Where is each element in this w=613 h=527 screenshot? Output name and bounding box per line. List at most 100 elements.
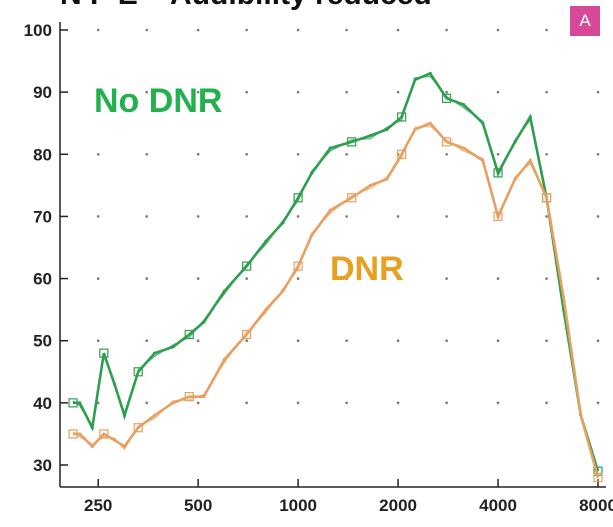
data-point (242, 261, 252, 271)
grid-dot (296, 277, 300, 280)
grid-dot (296, 90, 300, 94)
data-point (397, 149, 407, 159)
x-tick-label: 250 (84, 496, 112, 515)
grid-dot (596, 90, 600, 94)
data-point (122, 444, 127, 448)
grid-dot (345, 90, 348, 94)
x-tick-label: 4000 (479, 496, 517, 515)
y-tick-label: 80 (33, 145, 52, 164)
grid-dot (296, 152, 300, 156)
grid-dot (596, 339, 600, 343)
series-line (73, 121, 600, 478)
data-point (153, 413, 157, 417)
data-point (513, 140, 517, 144)
data-point (413, 78, 417, 82)
grid-dot (196, 28, 200, 32)
grid-dot (345, 339, 348, 343)
grid-dot (396, 401, 400, 405)
grid-dot (545, 215, 548, 218)
data-point (385, 177, 389, 181)
grid-dot (96, 28, 100, 32)
y-axis-ticks: 30 40 50 60 70 80 90 100 (24, 21, 68, 475)
data-point (281, 289, 285, 293)
grid-dot (545, 277, 548, 280)
data-point (112, 438, 117, 442)
grid-dot (145, 90, 149, 94)
data-point (133, 367, 143, 377)
series-line (73, 71, 600, 472)
data-point (541, 193, 552, 203)
grid-dot (245, 401, 248, 405)
data-point (281, 221, 285, 225)
grid-dot (296, 215, 300, 218)
grid-dot (496, 401, 500, 405)
grid-dot (245, 152, 248, 156)
data-point (293, 261, 303, 271)
data-point (99, 429, 109, 439)
grid-dot (496, 277, 500, 280)
y-tick-label: 100 (24, 21, 52, 40)
data-point (78, 401, 82, 405)
grid-dot (445, 215, 448, 218)
data-point (202, 320, 206, 324)
grid-dot (345, 152, 348, 156)
grid-dot (445, 277, 448, 280)
x-tick-label: 500 (184, 496, 212, 515)
grid-dot (496, 28, 500, 32)
grid-dot (596, 277, 600, 280)
grid-dot (596, 401, 600, 405)
data-point (122, 413, 127, 417)
data-point (368, 183, 372, 187)
grid-dot (196, 339, 200, 343)
data-point (222, 289, 227, 293)
grid-dot (596, 215, 600, 218)
grid-dot (145, 152, 149, 156)
y-tick-label: 40 (33, 394, 52, 413)
data-point (593, 472, 603, 483)
data-point (481, 158, 485, 163)
grid-dot (445, 152, 448, 156)
data-point (264, 239, 268, 243)
grid-dot (145, 28, 149, 32)
grid-dot (196, 401, 200, 405)
data-point (328, 208, 332, 212)
data-point (528, 115, 532, 119)
grid-dot (445, 401, 448, 405)
grid-dot (596, 152, 600, 156)
data-point (413, 127, 417, 132)
grid-dot (96, 339, 100, 343)
grid-dot (245, 215, 248, 218)
series-line-secondary (72, 125, 599, 481)
panel-badge: A (570, 6, 600, 36)
y-tick-label: 70 (33, 207, 52, 226)
data-point (78, 432, 82, 436)
grid-dot (245, 339, 248, 343)
x-axis-ticks: 250 500 1000 2000 4000 8000 (84, 479, 613, 515)
data-point (347, 137, 357, 147)
data-point (90, 444, 94, 448)
data-point (528, 158, 532, 163)
data-point (481, 121, 485, 125)
data-point (561, 295, 566, 299)
grid-dot (145, 277, 149, 280)
data-point (579, 413, 583, 417)
data-point (493, 168, 503, 178)
grid-dot (545, 28, 548, 32)
data-point (493, 211, 503, 222)
grid-dot (96, 277, 100, 280)
data-point (68, 429, 78, 439)
data-point (133, 423, 143, 433)
grid-dot (396, 90, 400, 94)
grid-dot (396, 277, 400, 280)
data-point (202, 395, 206, 399)
grid-dot (496, 339, 500, 343)
grid-dot (96, 152, 100, 156)
y-tick-label: 90 (33, 83, 52, 102)
grid-dot (545, 401, 548, 405)
grid-dot (445, 28, 448, 32)
grid-dot (345, 401, 348, 405)
data-point (184, 329, 194, 340)
grid-dot (196, 277, 200, 280)
data-point (513, 177, 517, 181)
